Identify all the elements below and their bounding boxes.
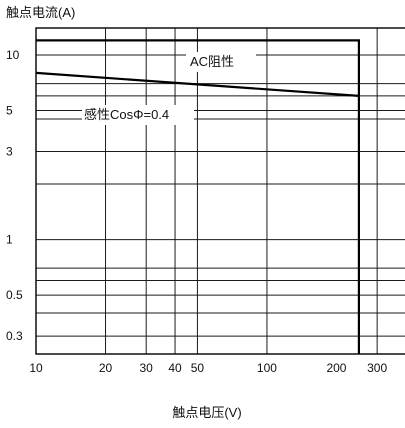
series-lines (35, 39, 360, 354)
y-axis-title: 触点电流(A) (6, 5, 75, 20)
y-tick-label: 0.5 (6, 288, 23, 302)
x-tick-label: 10 (29, 361, 43, 375)
x-tick-label: 300 (367, 361, 387, 375)
y-tick-label: 3 (6, 145, 13, 159)
x-tick-label: 20 (99, 361, 113, 375)
y-tick-label: 0.3 (6, 329, 23, 343)
y-tick-label: 10 (6, 48, 20, 62)
x-tick-label: 50 (191, 361, 205, 375)
x-tick-label: 30 (140, 361, 154, 375)
x-axis-title: 触点电压(V) (172, 405, 241, 420)
label-bg-ac-resistive (186, 52, 256, 72)
plot-frame (35, 27, 405, 355)
x-tick-label: 100 (257, 361, 277, 375)
y-tick-label: 1 (6, 233, 13, 247)
y-tick-label: 5 (6, 104, 13, 118)
series-line-inductive (35, 71, 359, 97)
series-label-inductive: 感性CosΦ=0.4 (84, 107, 169, 122)
tick-labels: 10 20 30 40 50 100 200 300 10 5 3 1 0.5 0.3 (6, 48, 387, 375)
label-bg-inductive (82, 105, 194, 125)
series-label-ac-resistive: AC阻性 (190, 54, 234, 69)
series-line-ac-resistive (36, 39, 360, 354)
x-tick-label: 200 (326, 361, 346, 375)
x-tick-label: 40 (168, 361, 182, 375)
